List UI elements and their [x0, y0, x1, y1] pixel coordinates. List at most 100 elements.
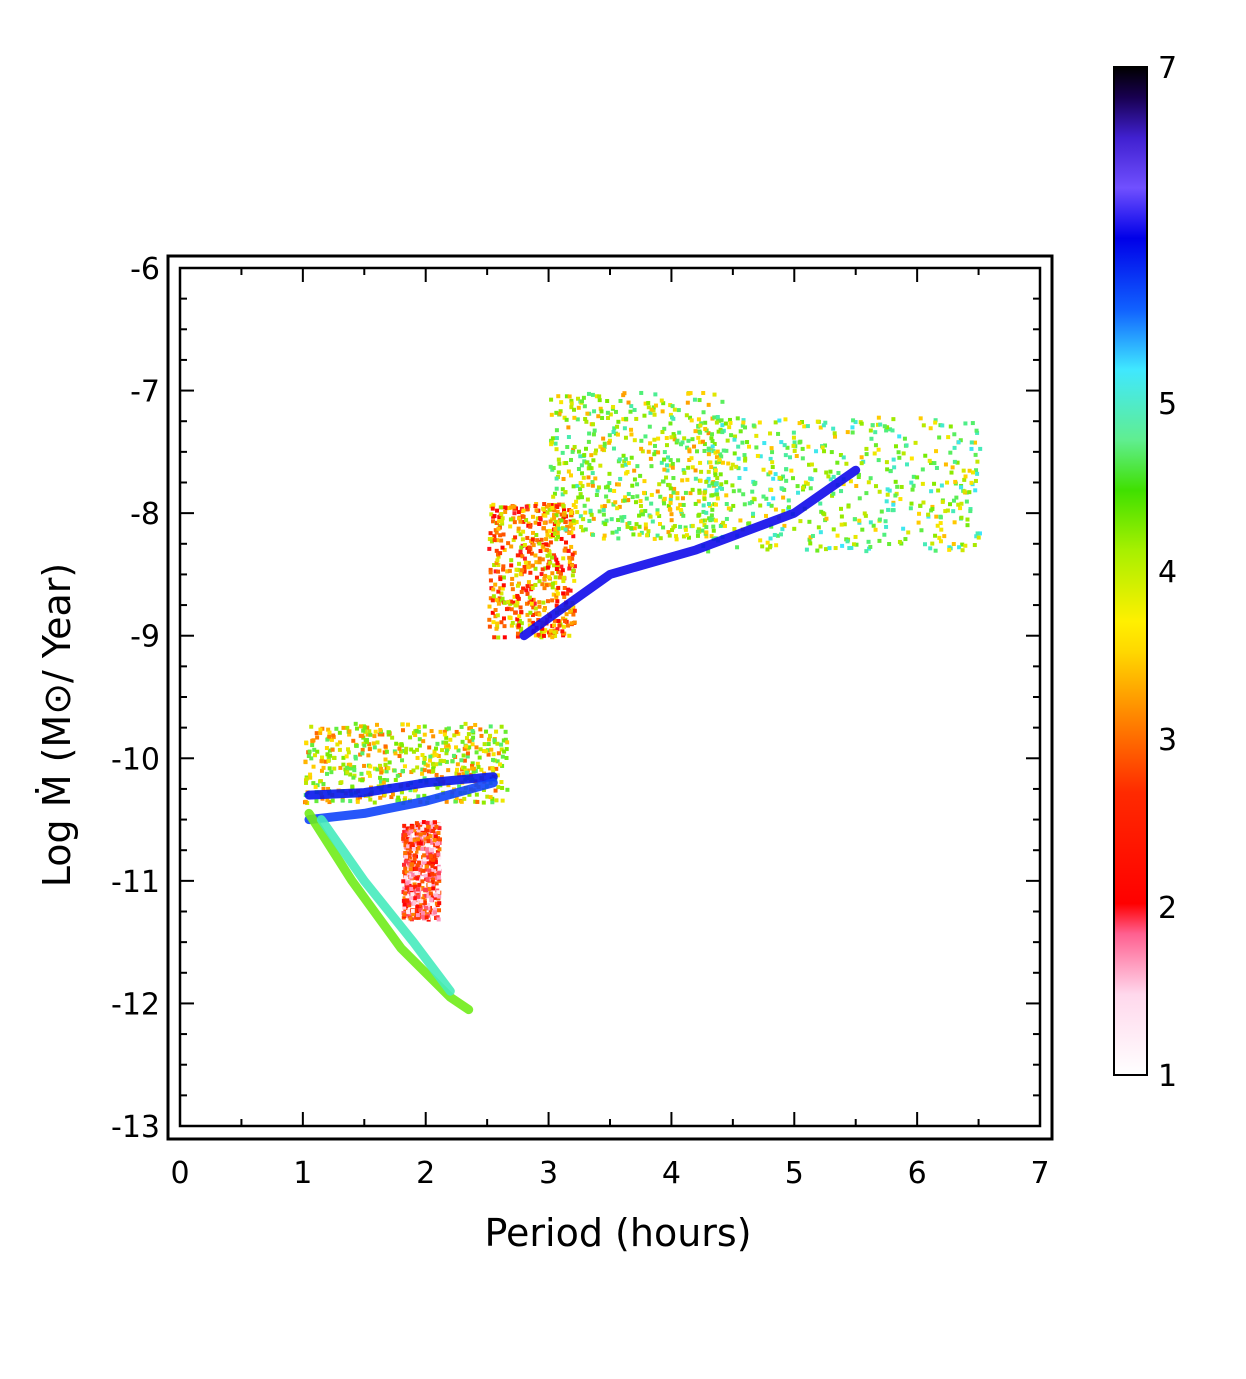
data-point [527, 545, 532, 550]
x-tick-label: 1 [293, 1156, 312, 1191]
data-point [365, 732, 370, 737]
data-point [437, 908, 442, 913]
data-point [559, 564, 564, 569]
data-point [883, 519, 888, 524]
data-point [770, 450, 775, 455]
data-point [565, 445, 570, 450]
colorbar-tick-label: 2 [1158, 891, 1177, 926]
data-point [487, 624, 492, 629]
x-tick-label: 4 [662, 1156, 681, 1191]
data-point [884, 460, 889, 465]
data-point [818, 544, 823, 549]
data-point [469, 725, 474, 730]
data-point [806, 444, 811, 449]
data-point [652, 437, 657, 442]
data-point [424, 847, 429, 852]
data-point [693, 501, 698, 506]
data-point [697, 440, 702, 445]
data-point [304, 780, 309, 785]
data-point [597, 394, 602, 399]
data-point [501, 567, 506, 572]
data-point [494, 548, 499, 553]
data-point [703, 426, 708, 431]
data-point [381, 780, 386, 785]
data-point [779, 440, 784, 445]
data-point [567, 559, 572, 564]
data-point [876, 415, 881, 420]
data-point [418, 908, 423, 913]
data-point [533, 520, 538, 525]
data-point [653, 449, 658, 454]
data-point [434, 753, 439, 758]
data-point [813, 468, 818, 473]
data-point [545, 510, 550, 515]
data-point [527, 600, 532, 605]
data-point [404, 872, 409, 877]
data-point [929, 489, 934, 494]
data-point [432, 846, 437, 851]
data-point [457, 772, 462, 777]
data-point [420, 826, 425, 831]
data-point [768, 536, 773, 541]
data-point [430, 761, 435, 766]
data-point [632, 407, 637, 412]
data-point [569, 405, 574, 410]
data-point [709, 432, 714, 437]
data-point [434, 870, 439, 875]
data-point [541, 506, 546, 511]
data-point [655, 511, 660, 516]
data-point [559, 536, 564, 541]
data-point [414, 821, 419, 826]
data-point [610, 530, 615, 535]
data-point [372, 800, 377, 805]
data-point [820, 445, 825, 450]
data-point [952, 459, 957, 464]
data-point [857, 518, 862, 523]
data-point [648, 441, 653, 446]
data-point [377, 732, 382, 737]
data-point [403, 750, 408, 755]
data-point [327, 730, 332, 735]
data-point [882, 532, 887, 537]
data-point [420, 914, 425, 919]
data-point [537, 521, 542, 526]
data-point [504, 756, 509, 761]
data-point [406, 844, 411, 849]
data-point [864, 452, 869, 457]
data-point [827, 546, 832, 551]
data-point [440, 748, 445, 753]
data-point [495, 538, 500, 543]
data-point [765, 547, 770, 552]
data-point [666, 455, 671, 460]
data-point [500, 516, 505, 521]
data-point [488, 531, 493, 536]
data-point [542, 608, 547, 613]
data-point [489, 537, 494, 542]
data-point [727, 417, 732, 422]
data-point [417, 882, 422, 887]
data-point [406, 900, 411, 905]
data-point [424, 905, 429, 910]
data-point [761, 494, 766, 499]
data-point [402, 830, 407, 835]
data-point [724, 502, 729, 507]
data-point [601, 536, 606, 541]
data-point [410, 825, 415, 830]
data-point [647, 424, 652, 429]
data-point [409, 848, 414, 853]
data-point [945, 508, 950, 513]
data-point [915, 475, 920, 480]
data-point [562, 415, 567, 420]
data-point [536, 617, 541, 622]
data-point [524, 518, 529, 523]
data-point [607, 440, 612, 445]
data-point [500, 785, 505, 790]
data-point [800, 420, 805, 425]
data-point [862, 511, 867, 516]
data-point [601, 512, 606, 517]
data-point [516, 510, 521, 515]
data-point [530, 563, 535, 568]
data-point [330, 747, 335, 752]
data-point [416, 867, 421, 872]
data-point [553, 519, 558, 524]
